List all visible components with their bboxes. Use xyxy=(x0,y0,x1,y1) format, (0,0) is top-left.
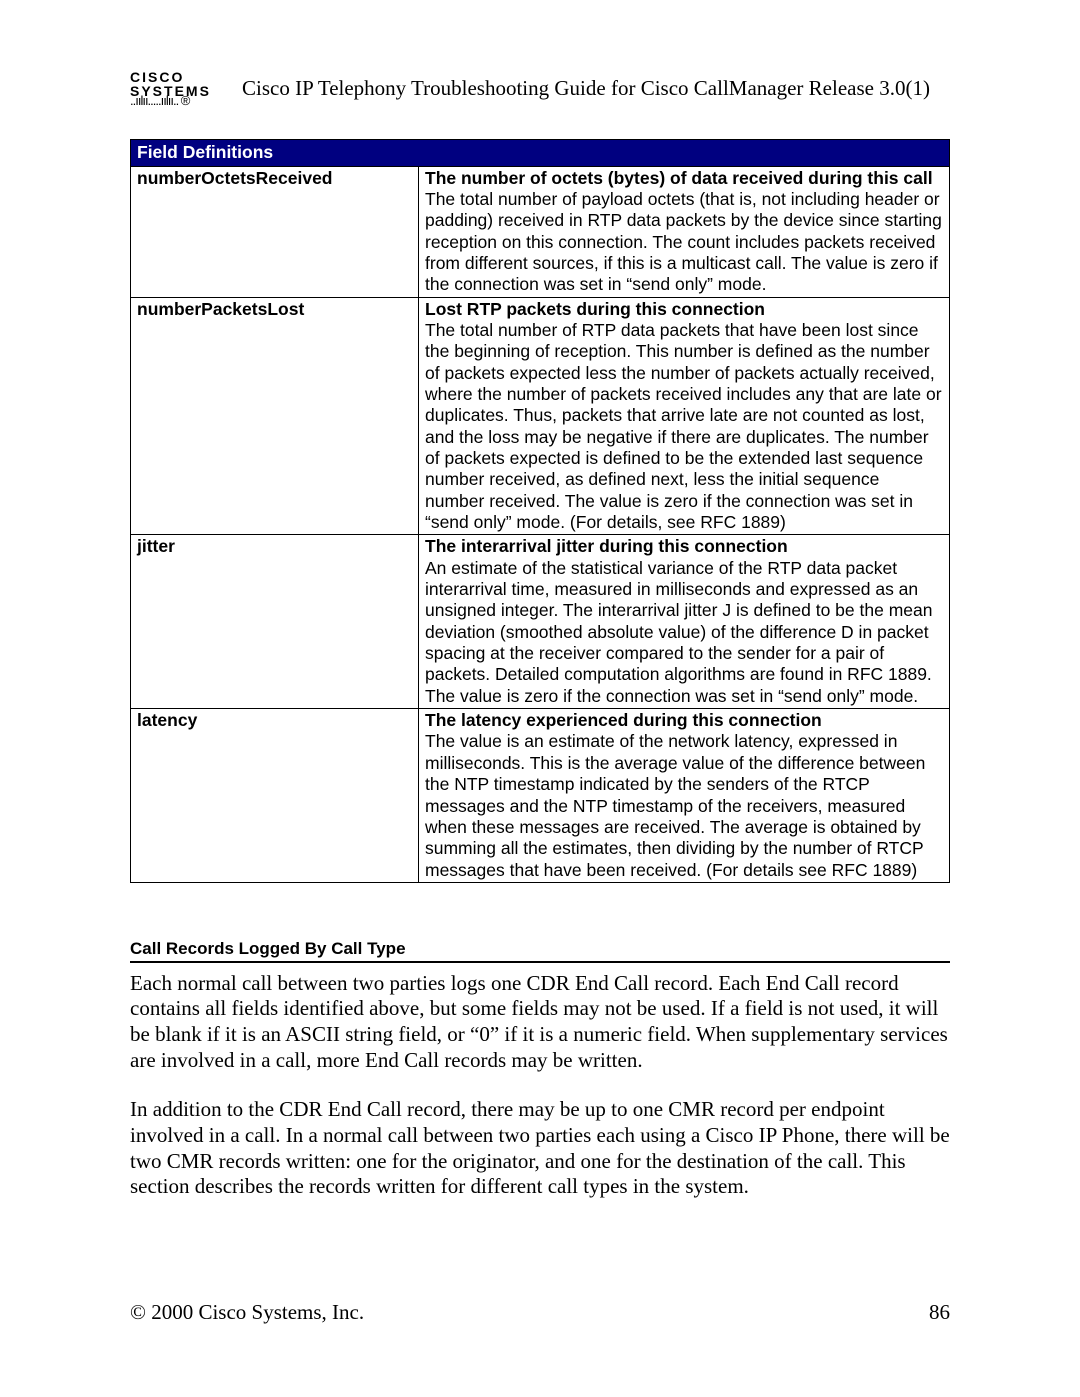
field-desc-title: Lost RTP packets during this connection xyxy=(425,299,943,320)
field-description: Lost RTP packets during this connection … xyxy=(419,297,950,535)
field-definitions-table: Field Definitions numberOctetsReceived T… xyxy=(130,139,950,883)
field-desc-body: The value is an estimate of the network … xyxy=(425,731,925,879)
section-heading: Call Records Logged By Call Type xyxy=(130,939,950,963)
field-name: numberPacketsLost xyxy=(131,297,419,535)
field-desc-body: The total number of payload octets (that… xyxy=(425,189,942,294)
body-paragraph: Each normal call between two parties log… xyxy=(130,971,950,1073)
field-desc-title: The number of octets (bytes) of data rec… xyxy=(425,168,943,189)
field-description: The number of octets (bytes) of data rec… xyxy=(419,166,950,297)
page-footer: © 2000 Cisco Systems, Inc. 86 xyxy=(130,1300,950,1325)
field-desc-title: The interarrival jitter during this conn… xyxy=(425,536,943,557)
field-description: The latency experienced during this conn… xyxy=(419,709,950,883)
field-name: latency xyxy=(131,709,419,883)
document-title: Cisco IP Telephony Troubleshooting Guide… xyxy=(242,76,930,103)
field-description: The interarrival jitter during this conn… xyxy=(419,535,950,709)
table-header: Field Definitions xyxy=(131,140,950,166)
page-content: CISCO SYSTEMS ..ıılıı.....ıılıı.. ® Cisc… xyxy=(130,70,950,1224)
table-row: numberOctetsReceived The number of octet… xyxy=(131,166,950,297)
table-header-row: Field Definitions xyxy=(131,140,950,166)
table-row: latency The latency experienced during t… xyxy=(131,709,950,883)
field-name: jitter xyxy=(131,535,419,709)
cisco-logo: CISCO SYSTEMS ..ıılıı.....ıılıı.. ® xyxy=(130,70,224,103)
field-desc-body: The total number of RTP data packets tha… xyxy=(425,320,942,532)
table-row: numberPacketsLost Lost RTP packets durin… xyxy=(131,297,950,535)
field-desc-body: An estimate of the statistical variance … xyxy=(425,558,932,706)
field-name: numberOctetsReceived xyxy=(131,166,419,297)
page-header: CISCO SYSTEMS ..ıılıı.....ıılıı.. ® Cisc… xyxy=(130,70,950,103)
copyright-text: © 2000 Cisco Systems, Inc. xyxy=(130,1300,364,1325)
table-row: jitter The interarrival jitter during th… xyxy=(131,535,950,709)
field-desc-title: The latency experienced during this conn… xyxy=(425,710,943,731)
page-number: 86 xyxy=(929,1300,950,1325)
body-paragraph: In addition to the CDR End Call record, … xyxy=(130,1097,950,1199)
